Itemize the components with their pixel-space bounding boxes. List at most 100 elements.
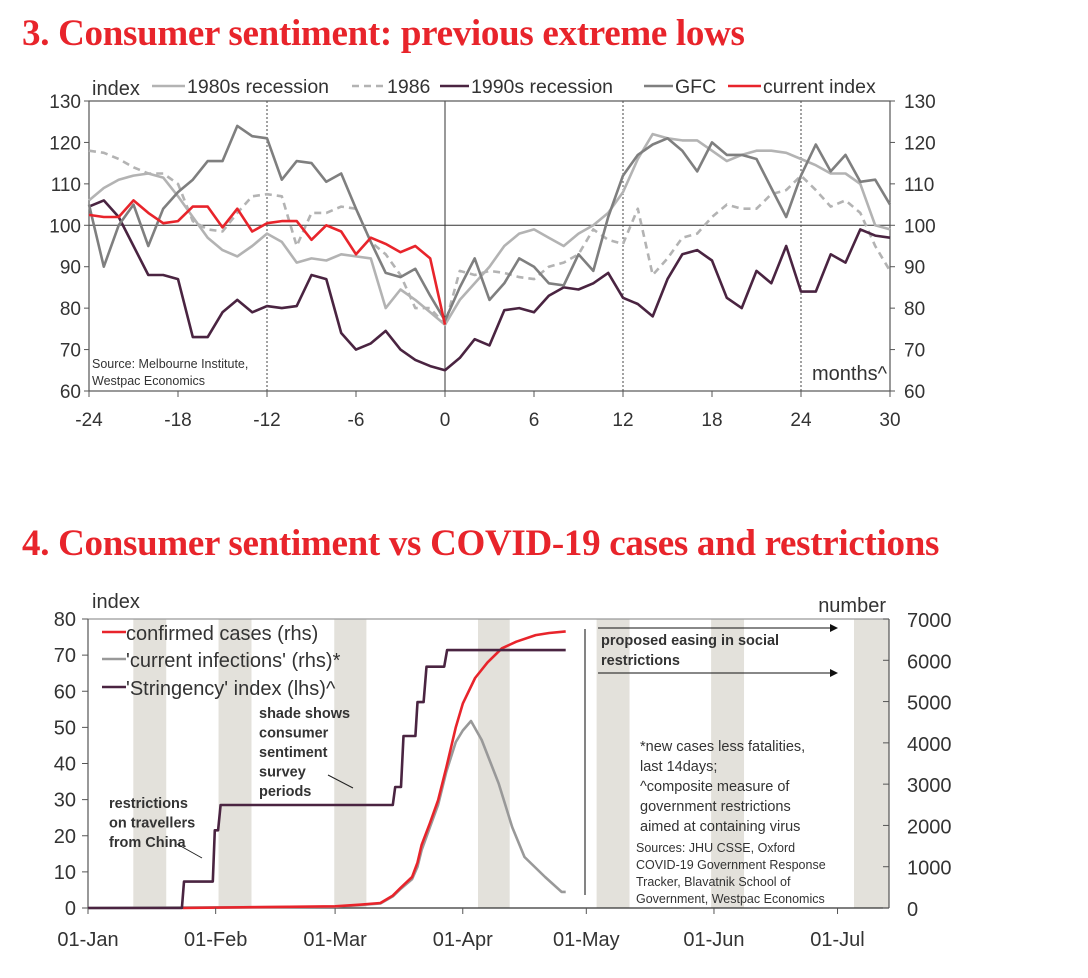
annotation-shade: periods — [259, 784, 311, 800]
survey-period-shade — [218, 619, 252, 908]
footnote: *new cases less fatalities, — [640, 739, 805, 755]
y-tick-label-right: 100 — [904, 216, 936, 237]
y-tick-label-right: 80 — [904, 299, 925, 320]
y-tick-label-right: 90 — [904, 258, 925, 279]
y-tick-label-left: 90 — [60, 258, 81, 279]
y-axis-label-right: number — [818, 595, 886, 617]
series-line-1990s-recession — [88, 199, 891, 372]
y-tick-label-right: 4000 — [907, 734, 952, 756]
series-line-stringency-index — [88, 648, 566, 910]
y-tick-label-left: 0 — [65, 898, 76, 920]
legend-label: GFC — [675, 76, 716, 98]
survey-period-shade — [334, 619, 367, 908]
annotation-shade: survey — [259, 765, 306, 781]
y-tick-label-left: 120 — [49, 133, 81, 154]
x-tick-label: -24 — [75, 410, 103, 431]
y-tick-label-left: 130 — [49, 92, 81, 113]
x-tick-label: 01-Jan — [57, 929, 118, 951]
source-note: Source: Melbourne Institute, — [92, 357, 248, 371]
annotation-easing: restrictions — [601, 653, 680, 669]
series-line-gfc — [87, 124, 892, 322]
y-tick-label-right: 3000 — [907, 775, 952, 797]
legend-label: 'Stringency' index (lhs)^ — [126, 678, 336, 700]
annotation-easing: proposed easing in social — [601, 633, 779, 649]
y-tick-label-left: 80 — [60, 299, 81, 320]
legend-label: 1986 — [387, 76, 430, 98]
legend-label: confirmed cases (rhs) — [126, 623, 318, 645]
sources-note: COVID-19 Government Response — [636, 858, 826, 872]
y-tick-label-right: 6000 — [907, 651, 952, 673]
y-tick-label-left: 50 — [54, 717, 76, 739]
x-tick-label: 01-Mar — [303, 929, 367, 951]
y-axis-label-left: index — [92, 591, 140, 613]
annotation-shade: consumer — [259, 726, 329, 742]
y-tick-label-right: 1000 — [907, 858, 952, 880]
y-tick-label-right: 7000 — [907, 610, 952, 632]
y-tick-label-right: 60 — [904, 382, 925, 403]
annotation-shade: sentiment — [259, 745, 328, 761]
arrow-head-icon — [830, 669, 838, 677]
x-tick-label: -12 — [253, 410, 280, 431]
series-line-current-index — [88, 199, 447, 325]
annotation-shade: shade shows — [259, 706, 350, 722]
y-tick-label-left: 20 — [54, 826, 76, 848]
y-tick-label-left: 40 — [54, 754, 76, 776]
y-tick-label-right: 70 — [904, 341, 925, 362]
arrow-head-icon — [830, 624, 838, 632]
annotation-pointer — [176, 843, 203, 859]
series-line-1986 — [88, 149, 892, 326]
y-tick-label-left: 110 — [51, 175, 81, 196]
chart3-title: 3. Consumer sentiment: previous extreme … — [22, 13, 745, 54]
annotation-pointer — [327, 774, 354, 789]
sources-note: Government, Westpac Economics — [636, 892, 825, 906]
x-tick-label: 01-Jun — [683, 929, 744, 951]
y-tick-label-left: 10 — [54, 862, 76, 884]
footnote: aimed at containing virus — [640, 819, 800, 835]
x-tick-label: 24 — [790, 410, 812, 431]
x-tick-label: 30 — [879, 410, 900, 431]
legend-label: 1990s recession — [471, 76, 613, 98]
chart4-title: 4. Consumer sentiment vs COVID-19 cases … — [22, 523, 940, 564]
x-tick-label: 12 — [612, 410, 633, 431]
legend-label: 'current infections' (rhs)* — [126, 650, 341, 672]
footnote: last 14days; — [640, 759, 717, 775]
survey-period-shade — [711, 619, 745, 908]
annotation-restrictions: restrictions — [109, 796, 188, 812]
legend-label: 1980s recession — [187, 76, 329, 98]
x-tick-label: 01-Apr — [433, 929, 493, 951]
footnote: government restrictions — [640, 799, 791, 815]
survey-period-shade — [596, 619, 630, 908]
x-tick-label: 01-Feb — [184, 929, 247, 951]
y-tick-label-right: 120 — [904, 133, 936, 154]
sources-note: Sources: JHU CSSE, Oxford — [636, 841, 795, 855]
survey-period-shade — [133, 619, 167, 908]
x-tick-label: 18 — [701, 410, 722, 431]
y-tick-label-left: 60 — [60, 382, 81, 403]
y-tick-label-left: 100 — [49, 216, 81, 237]
annotation-restrictions: on travellers — [109, 816, 195, 832]
x-tick-label: 01-Jul — [810, 929, 864, 951]
annotation-restrictions: from China — [109, 835, 186, 851]
plot-frame — [88, 100, 891, 392]
x-axis-label: months^ — [812, 363, 888, 385]
footnote: ^composite measure of — [640, 779, 790, 795]
series-line-confirmed-cases — [182, 630, 566, 910]
y-axis-label: index — [92, 78, 140, 100]
sources-note: Tracker, Blavatnik School of — [636, 875, 791, 889]
source-note: Westpac Economics — [92, 374, 205, 388]
x-tick-label: -6 — [348, 410, 365, 431]
y-tick-label-right: 130 — [904, 92, 936, 113]
survey-period-shade — [477, 619, 510, 908]
y-tick-label-right: 5000 — [907, 693, 952, 715]
y-tick-label-left: 80 — [54, 609, 76, 631]
x-tick-label: 6 — [529, 410, 540, 431]
y-tick-label-right: 2000 — [907, 816, 952, 838]
y-tick-label-right: 0 — [907, 899, 918, 921]
x-tick-label: 01-May — [553, 929, 620, 951]
y-tick-label-right: 110 — [904, 175, 934, 196]
y-tick-label-left: 60 — [54, 681, 76, 703]
survey-period-shade — [853, 619, 889, 908]
y-tick-label-left: 70 — [54, 645, 76, 667]
legend-label: current index — [763, 76, 876, 98]
